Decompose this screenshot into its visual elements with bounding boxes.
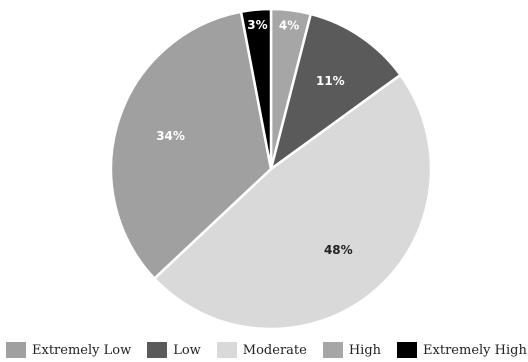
pie-slice-extremely-high — [239, 7, 273, 170]
legend-swatch-extremely-low — [6, 342, 26, 358]
legend-item-extremely-high: Extremely High — [397, 342, 527, 358]
legend-swatch-extremely-high — [397, 342, 418, 358]
slice-label-high: 4% — [279, 19, 299, 33]
legend-item-low: Low — [147, 342, 201, 358]
slice-label-moderate: 48% — [324, 243, 353, 257]
legend-swatch-high — [322, 342, 343, 358]
slice-label-extremely-low: 34% — [156, 129, 185, 143]
slice-label-extremely-high: 3% — [247, 18, 267, 32]
legend-label-extremely-high: Extremely High — [423, 342, 527, 358]
pie-slice-moderate — [152, 73, 433, 331]
slice-label-low: 11% — [316, 74, 345, 88]
legend-swatch-low — [147, 342, 168, 358]
pie-slice-low — [268, 12, 403, 173]
legend-label-moderate: Moderate — [242, 342, 307, 358]
legend-label-low: Low — [173, 342, 201, 358]
legend-item-extremely-low: Extremely Low — [6, 342, 131, 358]
chart-legend: Extremely Low Low Moderate High Extremel… — [6, 342, 527, 358]
pie-slice-extremely-low — [109, 10, 273, 281]
legend-item-moderate: Moderate — [216, 342, 307, 358]
legend-label-high: High — [348, 342, 382, 358]
legend-label-extremely-low: Extremely Low — [32, 342, 132, 358]
legend-item-high: High — [322, 342, 382, 358]
legend-swatch-moderate — [216, 342, 237, 358]
